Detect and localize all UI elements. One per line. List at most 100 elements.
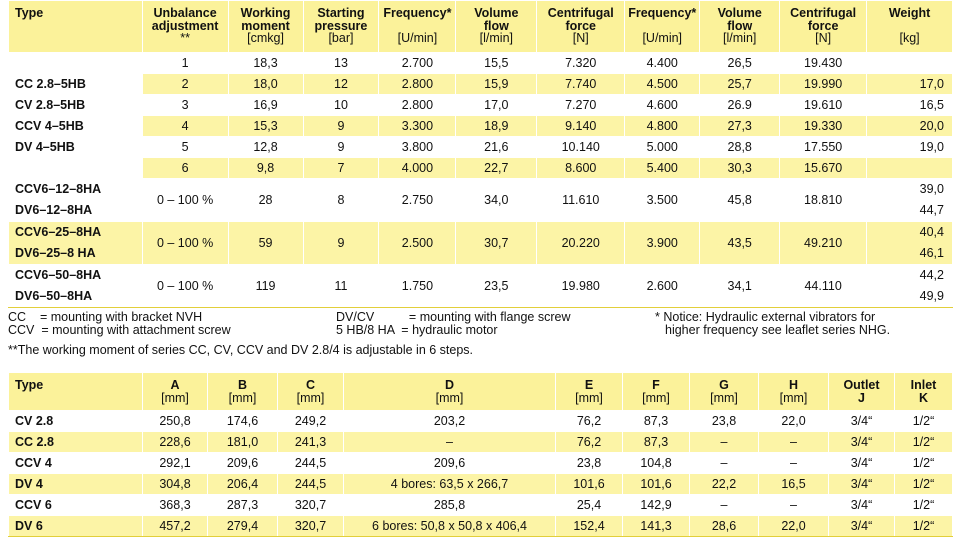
cell: 22,7 xyxy=(455,157,538,179)
table-row: 3 16,9 10 2.800 17,0 7.270 4.600 26.9 19… xyxy=(9,94,953,116)
col-a: A [mm] xyxy=(142,372,208,411)
col-volume-flow-2: Volume flow [l/min] xyxy=(699,0,781,53)
cell: 292,1 xyxy=(142,452,208,474)
table-row: CCV6–25–8HA DV6–25–8 HA 0 – 100 % 59 9 2.… xyxy=(8,221,953,265)
group1-types: CC 2.8–5HB CV 2.8–5HB CCV 4–5HB DV 4–5HB xyxy=(8,52,143,179)
cell: 22,2 xyxy=(689,473,759,495)
cell: 19.330 xyxy=(779,115,868,137)
cell: 2.750 xyxy=(378,178,457,222)
cell xyxy=(866,52,953,74)
cell: 18,0 xyxy=(227,73,304,95)
cell: 26,5 xyxy=(699,52,781,74)
cell: 26.9 xyxy=(699,94,781,116)
cell: 30,7 xyxy=(455,221,538,265)
cell: – xyxy=(758,452,829,474)
cell: 244,5 xyxy=(277,473,344,495)
cell: 17.550 xyxy=(779,136,868,158)
table-row: CC 2.8–5HB CV 2.8–5HB CCV 4–5HB DV 4–5HB… xyxy=(8,52,953,179)
type-cell: CCV6–12–8HA DV6–12–8HA xyxy=(8,178,143,222)
cell: 9 xyxy=(302,136,380,158)
col-b: B [mm] xyxy=(207,372,278,411)
cell: 7.740 xyxy=(536,73,626,95)
cell: 25,4 xyxy=(555,494,623,516)
cell: 4 bores: 63,5 x 266,7 xyxy=(343,473,556,495)
col-f: F [mm] xyxy=(622,372,690,411)
cell: 20,0 xyxy=(866,115,953,137)
col-weight: Weight [kg] xyxy=(866,0,953,53)
cell: 12 xyxy=(302,73,380,95)
cell: 18.810 xyxy=(779,178,868,222)
dimensions-body: CV 2.8 250,8 174,6 249,2 203,2 76,2 87,3 23,8 22… xyxy=(8,410,953,537)
cell: 49.210 xyxy=(779,221,868,265)
cell: 15.670 xyxy=(779,157,868,179)
cell: 11 xyxy=(302,264,380,308)
cell: 17,0 xyxy=(455,94,538,116)
header-row: Type Unbalance adjustment ** Working moment… xyxy=(8,0,953,53)
cell: 23,8 xyxy=(555,452,623,474)
cell: 250,8 xyxy=(142,410,208,432)
col-outlet: Outlet J xyxy=(828,372,895,411)
table-row: CV 2.8 250,8 174,6 249,2 203,2 76,2 87,3 23,8 22… xyxy=(8,410,953,432)
footnote: **The working moment of series CC, CV, C… xyxy=(8,343,474,357)
col-type: Type xyxy=(8,0,143,53)
cell: 34,0 xyxy=(455,178,538,222)
cell: 2.800 xyxy=(378,94,457,116)
table-row: CCV6–12–8HA DV6–12–8HA 0 – 100 % 28 8 2.7… xyxy=(8,178,953,222)
cell: 320,7 xyxy=(277,494,344,516)
cell: 28,6 xyxy=(689,515,759,537)
cell: 19.430 xyxy=(779,52,868,74)
cell: 7.320 xyxy=(536,52,626,74)
cell: 18,3 xyxy=(227,52,304,74)
cell: 9 xyxy=(302,115,380,137)
table-row: CCV 6 368,3 287,3 320,7 285,8 25,4 142,9– –3/4“… xyxy=(8,494,953,516)
cell: 28,8 xyxy=(699,136,781,158)
cell: 16,9 xyxy=(227,94,304,116)
table-row: 6 9,8 7 4.000 22,7 8.600 5.400 30,3 15.6… xyxy=(9,157,953,179)
cell: 457,2 xyxy=(142,515,208,537)
cell: 18,9 xyxy=(455,115,538,137)
col-frequency-1: Frequency* [U/min] xyxy=(378,0,457,53)
cell: 1/2“ xyxy=(894,515,953,537)
cell: 7.270 xyxy=(536,94,626,116)
col-type: Type xyxy=(8,372,143,411)
col-working-moment: Working moment [cmkg] xyxy=(227,0,304,53)
col-centrifugal-force-2: Centrifugal force [N] xyxy=(779,0,868,53)
cell: 13 xyxy=(302,52,380,74)
table-row: DV 6 457,2 279,4 320,7 6 bores: 50,8 x 50,8 … xyxy=(8,515,953,537)
cell: 21,6 xyxy=(455,136,538,158)
cell: 0 – 100 % xyxy=(141,264,229,308)
col-volume-flow-1: Volume flow [l/min] xyxy=(455,0,538,53)
cell: 4.000 xyxy=(378,157,457,179)
cell: 43,5 xyxy=(699,221,781,265)
cell: 0 – 100 % xyxy=(141,178,229,222)
weight-cell: 40,4 46,1 xyxy=(866,221,953,265)
cell: 4.400 xyxy=(624,52,701,74)
cell: – xyxy=(758,431,829,453)
cell: 22,0 xyxy=(758,410,829,432)
cell: 44.110 xyxy=(779,264,868,308)
cell: 76,2 xyxy=(555,431,623,453)
cell: 174,6 xyxy=(207,410,278,432)
col-inlet: Inlet K xyxy=(894,372,953,411)
cell: 27,3 xyxy=(699,115,781,137)
cell: 287,3 xyxy=(207,494,278,516)
weight-cell: 39,0 44,7 xyxy=(866,178,953,222)
weight-cell: 44,2 49,9 xyxy=(866,264,953,308)
cell: 15,3 xyxy=(227,115,304,137)
cell: 19.990 xyxy=(779,73,868,95)
cell: 10.140 xyxy=(536,136,626,158)
cell: 3/4“ xyxy=(828,431,895,453)
cell: 3.900 xyxy=(624,221,701,265)
cell: 0 – 100 % xyxy=(141,221,229,265)
legend-middle: DV/CV = mounting with flange screw 5 HB/8… xyxy=(336,310,571,337)
col-c: C [mm] xyxy=(277,372,344,411)
cell: 181,0 xyxy=(207,431,278,453)
cell: 279,4 xyxy=(207,515,278,537)
cell: 1/2“ xyxy=(894,431,953,453)
cell: 34,1 xyxy=(699,264,781,308)
cell: 3 xyxy=(141,94,229,116)
notice-text: * Notice: Hydraulic external vibrators f… xyxy=(655,310,891,337)
type-cell: CCV6–25–8HA DV6–25–8 HA xyxy=(8,221,143,265)
cell: 101,6 xyxy=(555,473,623,495)
cell: 17,0 xyxy=(866,73,953,95)
